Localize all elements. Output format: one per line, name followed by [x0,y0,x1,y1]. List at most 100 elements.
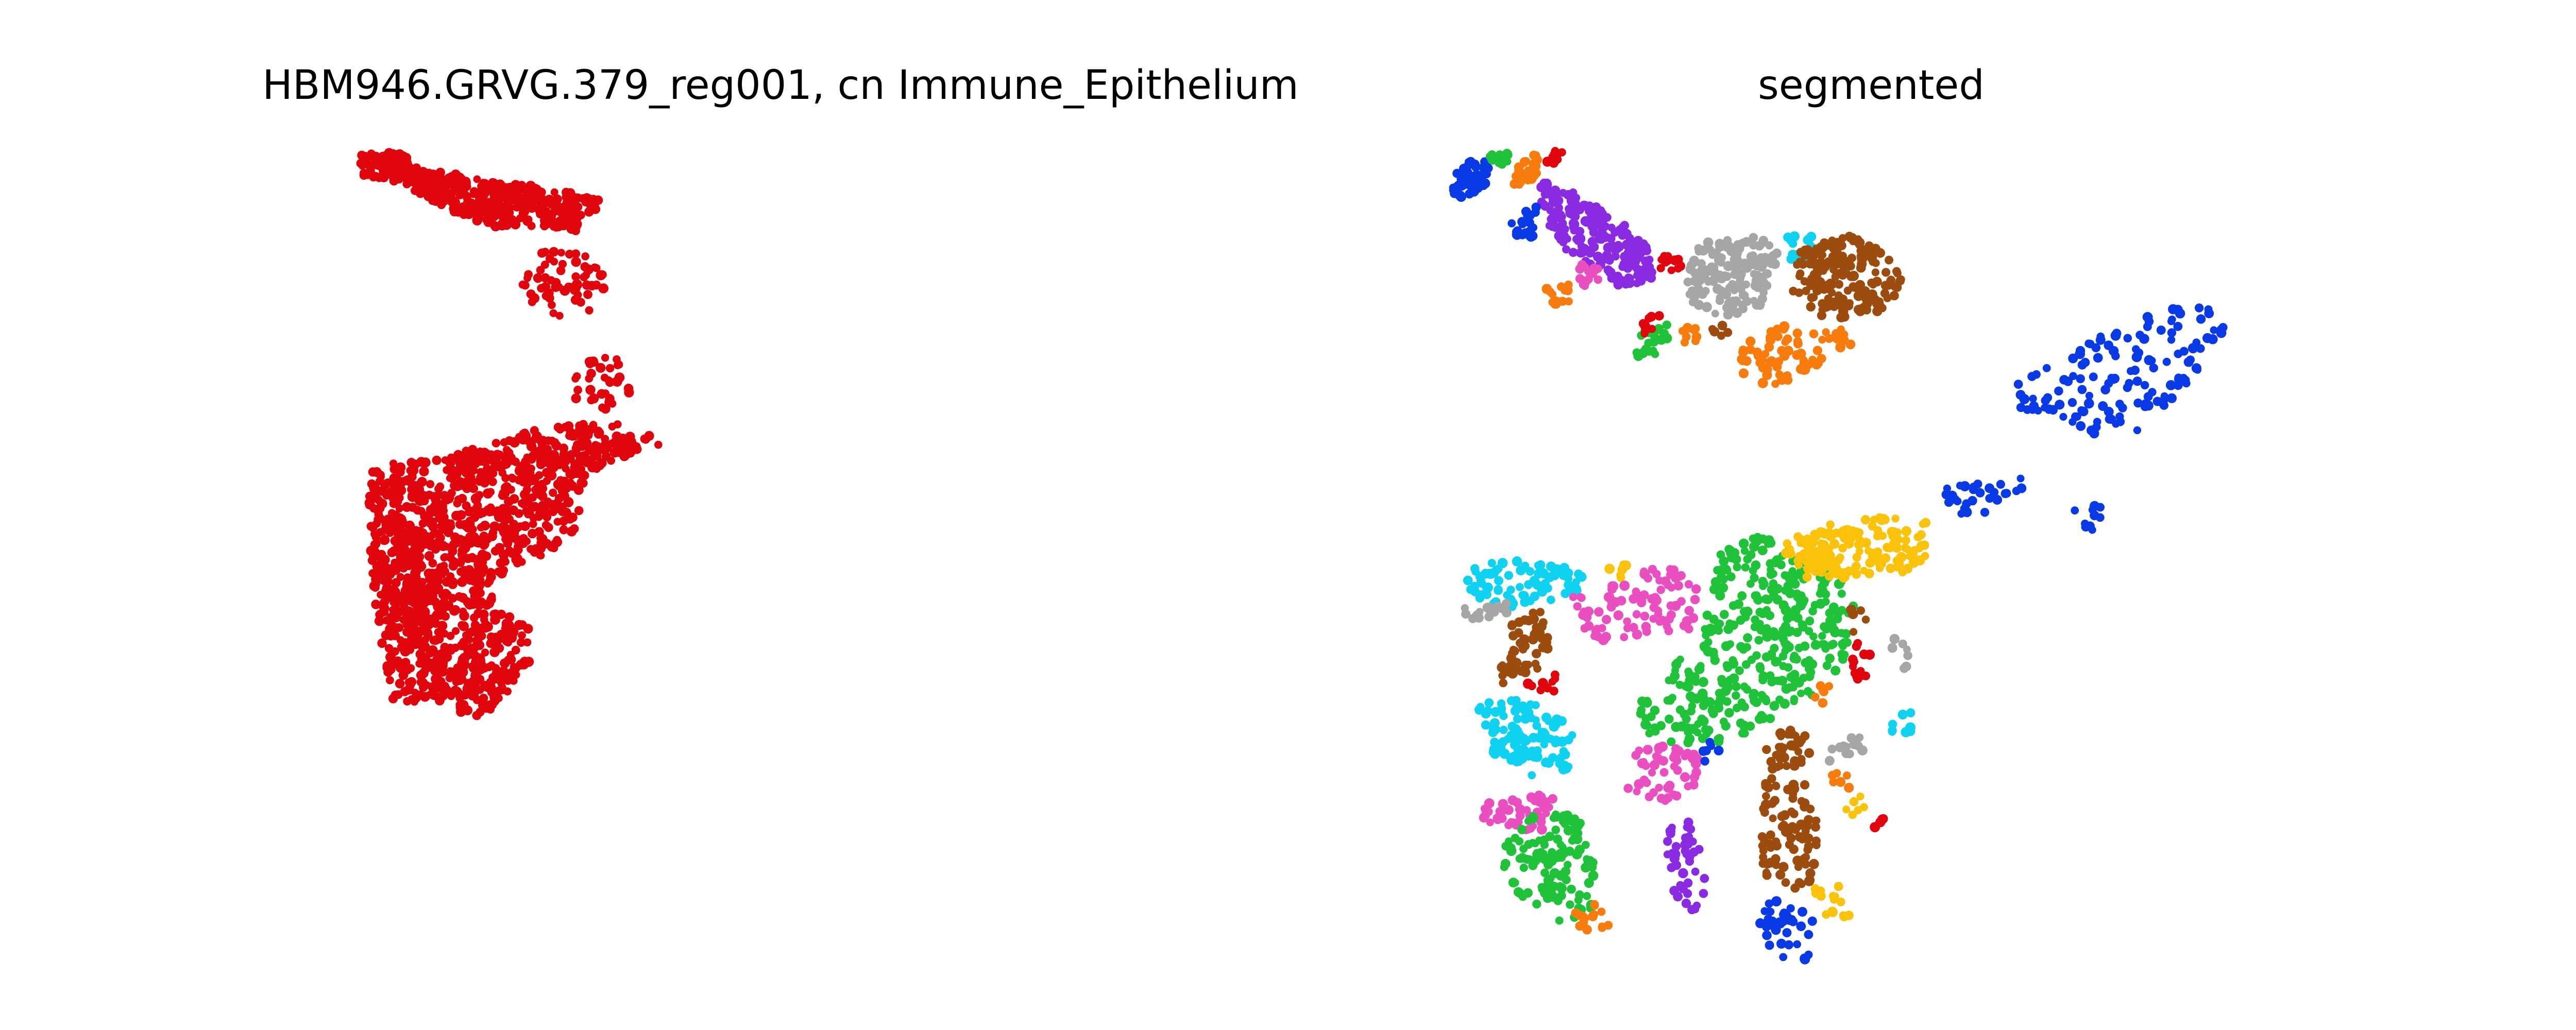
segment-cell-point [1594,607,1604,617]
segment-cell-point [1829,539,1840,549]
cn-cell-point [537,284,546,293]
segment-cell-point [1605,254,1614,263]
cn-cell-point [475,556,486,566]
segment-cell-point [1530,855,1540,866]
cn-cell-point [502,220,512,230]
cn-cell-point [505,209,514,217]
cn-cell-point [441,589,450,598]
segment-cell-point [1804,833,1814,843]
segment-cell-point [1845,299,1854,307]
cn-cell-point [429,616,437,625]
cn-cell-point [447,172,456,182]
segment-cell-point [1849,628,1858,636]
segment-cell-point [1556,224,1566,234]
cn-cell-point [446,474,454,483]
cn-cell-point [385,676,394,684]
segment-cell-point [1544,583,1552,593]
cn-cell-point [418,597,427,606]
segment-cell-point [1762,859,1772,869]
cn-cell-point [503,687,512,696]
cn-cell-point [451,198,460,207]
cn-cell-point [426,519,435,528]
segment-cell-point [1575,264,1585,274]
segment-cell-point [1494,576,1503,586]
segment-cell-point [1650,706,1660,715]
segment-cell-point [1537,792,1546,801]
segment-cell-point [1840,330,1849,339]
segment-cell-point [1886,563,1895,573]
segment-cell-point [1604,563,1615,574]
segment-cell-point [1726,572,1736,581]
segment-cell-point [1555,916,1564,925]
cn-cell-point [416,553,425,561]
segment-cell-point [1846,234,1854,243]
segment-cell-point [1733,703,1741,713]
segment-cell-point [1790,883,1800,893]
segment-cell-point [1525,210,1535,220]
cn-cell-point [414,492,424,502]
segment-cell-point [1769,814,1777,822]
segment-cell-point [1810,566,1821,576]
segment-cell-point [1766,714,1775,724]
cn-cell-point [391,592,401,603]
segment-cell-point [2001,489,2010,499]
segment-cell-point [1872,259,1880,267]
segment-cell-point [1598,634,1609,645]
segment-cell-point [1673,766,1682,775]
cn-cell-point [567,450,576,459]
cn-cell-point [494,198,503,208]
segment-cell-point [1700,267,1708,276]
cn-cell-point [518,209,528,218]
cn-cell-point [413,506,422,515]
cn-cell-point [414,605,423,615]
segment-cell-point [1824,334,1834,343]
cn-cell-point [489,221,498,230]
segment-cell-point [1797,689,1805,697]
segment-cell-point [1637,758,1647,768]
segment-cell-point [1665,781,1675,791]
segment-cell-point [1686,260,1696,270]
segment-cell-point [1511,879,1519,887]
segment-cell-point [1810,529,1820,539]
segment-cell-point [2118,403,2127,413]
segment-cell-point [1796,248,1805,257]
segment-cell-point [1765,899,1773,908]
segment-cell-point [1664,252,1672,261]
segment-cell-point [1694,244,1703,253]
cn-cell-point [385,630,394,639]
segment-cell-point [1588,912,1598,921]
segment-cell-point [1784,642,1794,653]
cn-cell-point [573,290,582,299]
cn-cell-point [571,249,581,259]
cn-cell-point [613,355,621,364]
segment-cell-point [2193,366,2201,374]
segment-cell-point [1700,757,1709,766]
segment-cell-point [1818,527,1827,536]
segment-cell-point [1688,702,1697,710]
segment-cell-point [1683,278,1692,287]
cn-cell-point [624,387,634,398]
segment-cell-point [1757,239,1766,249]
segment-cell-point [1803,534,1811,543]
segment-cell-point [1717,565,1726,575]
cn-cell-point [557,249,565,257]
segment-cell-point [1640,611,1650,621]
segment-cell-point [2156,325,2166,335]
segment-cell-point [1526,567,1535,576]
cn-cell-point [368,492,378,503]
segment-cell-point [1850,610,1858,618]
segment-cell-point [1586,856,1595,865]
cn-cell-point [629,442,637,451]
segment-cell-point [1802,572,1812,582]
cn-cell-point [434,634,443,642]
segment-cell-point [2019,394,2030,404]
segment-cell-point [1545,832,1555,842]
cn-cell-point [509,494,519,504]
segment-cell-point [1575,921,1585,931]
segment-cell-point [1824,756,1835,766]
cn-cell-point [465,635,473,644]
cn-cell-point [576,298,585,307]
segment-cell-point [1461,609,1471,619]
segment-cell-point [1607,581,1617,591]
cn-cell-point [480,521,490,531]
